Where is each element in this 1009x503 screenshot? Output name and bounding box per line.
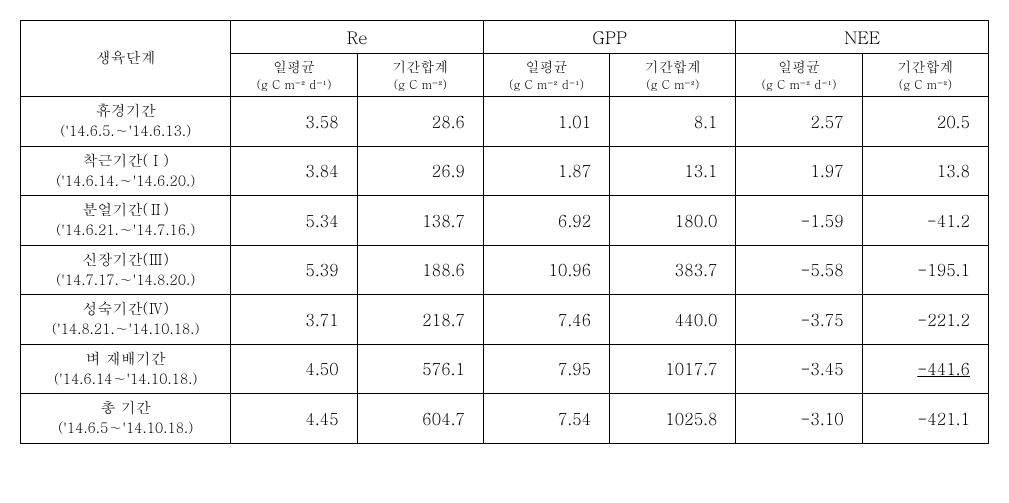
header-re-period: 기간합계 (g C m⁻²) — [357, 54, 483, 97]
re-period-cell: 28.6 — [357, 97, 483, 147]
sub-daily-label: 일평균 — [273, 56, 315, 76]
re-daily-cell: 4.45 — [231, 394, 357, 444]
header-stage: 생육단계 — [21, 21, 231, 97]
nee-daily-cell: -1.59 — [736, 196, 862, 246]
nee-period-cell: -41.2 — [862, 196, 988, 246]
stage-cell: 총 기간('14.6.5∼'14.10.18.) — [21, 394, 231, 444]
stage-cell: 착근기간(Ⅰ)('14.6.14.∼'14.6.20.) — [21, 146, 231, 196]
stage-dates: ('14.6.14∼'14.10.18.) — [54, 368, 198, 388]
table-row: 성숙기간(Ⅳ)('14.8.21.∼'14.10.18.)3.71218.77.… — [21, 295, 989, 345]
header-row-1: 생육단계 Re GPP NEE — [21, 21, 989, 54]
nee-period-cell: 13.8 — [862, 146, 988, 196]
gpp-period-cell: 1025.8 — [610, 394, 736, 444]
gpp-daily-cell: 7.46 — [483, 295, 609, 345]
re-period-cell: 138.7 — [357, 196, 483, 246]
table-row: 총 기간('14.6.5∼'14.10.18.)4.45604.77.54102… — [21, 394, 989, 444]
nee-daily-cell: -3.10 — [736, 394, 862, 444]
stage-cell: 휴경기간('14.6.5.∼'14.6.13.) — [21, 97, 231, 147]
stage-name: 휴경기간 — [96, 100, 156, 121]
gpp-daily-cell: 7.54 — [483, 394, 609, 444]
table-row: 착근기간(Ⅰ)('14.6.14.∼'14.6.20.)3.8426.91.87… — [21, 146, 989, 196]
re-period-cell: 576.1 — [357, 344, 483, 394]
sub-period-label: 기간합계 — [392, 56, 448, 76]
table-row: 분얼기간(Ⅱ)('14.6.21.∼'14.7.16.)5.34138.76.9… — [21, 196, 989, 246]
nee-period-cell: -195.1 — [862, 245, 988, 295]
header-group-nee: NEE — [736, 21, 989, 54]
table-row: 벼 재배기간('14.6.14∼'14.10.18.)4.50576.17.95… — [21, 344, 989, 394]
header-nee-daily: 일평균 (g C m⁻² d⁻¹) — [736, 54, 862, 97]
re-daily-cell: 4.50 — [231, 344, 357, 394]
sub-period-unit: (g C m⁻²) — [394, 76, 447, 93]
re-period-cell: 26.9 — [357, 146, 483, 196]
table-row: 신장기간(Ⅲ)('14.7.17.∼'14.8.20.)5.39188.610.… — [21, 245, 989, 295]
nee-daily-cell: -5.58 — [736, 245, 862, 295]
table-row: 휴경기간('14.6.5.∼'14.6.13.)3.5828.61.018.12… — [21, 97, 989, 147]
sub-period-label: 기간합계 — [645, 56, 701, 76]
header-gpp-period: 기간합계 (g C m⁻²) — [610, 54, 736, 97]
stage-name: 성숙기간(Ⅳ) — [83, 298, 169, 319]
sub-daily-unit: (g C m⁻² d⁻¹) — [509, 76, 584, 93]
sub-period-unit: (g C m⁻²) — [899, 76, 952, 93]
re-period-cell: 604.7 — [357, 394, 483, 444]
nee-period-cell: -441.6 — [862, 344, 988, 394]
stage-name: 총 기간 — [101, 397, 151, 418]
gpp-period-cell: 383.7 — [610, 245, 736, 295]
header-gpp-daily: 일평균 (g C m⁻² d⁻¹) — [483, 54, 609, 97]
data-table: 생육단계 Re GPP NEE 일평균 (g C m⁻² d⁻¹) 기간합계 (… — [20, 20, 989, 444]
sub-period-unit: (g C m⁻²) — [646, 76, 699, 93]
re-daily-cell: 3.71 — [231, 295, 357, 345]
stage-dates: ('14.6.5.∼'14.6.13.) — [60, 120, 191, 140]
nee-daily-cell: 1.97 — [736, 146, 862, 196]
table-body: 휴경기간('14.6.5.∼'14.6.13.)3.5828.61.018.12… — [21, 97, 989, 444]
header-re-daily: 일평균 (g C m⁻² d⁻¹) — [231, 54, 357, 97]
stage-dates: ('14.6.21.∼'14.7.16.) — [56, 219, 195, 239]
header-nee-period: 기간합계 (g C m⁻²) — [862, 54, 988, 97]
stage-cell: 분얼기간(Ⅱ)('14.6.21.∼'14.7.16.) — [21, 196, 231, 246]
sub-period-label: 기간합계 — [897, 56, 953, 76]
gpp-period-cell: 440.0 — [610, 295, 736, 345]
nee-daily-cell: -3.45 — [736, 344, 862, 394]
underlined-value: -441.6 — [917, 357, 970, 380]
nee-daily-cell: 2.57 — [736, 97, 862, 147]
re-daily-cell: 3.84 — [231, 146, 357, 196]
sub-daily-unit: (g C m⁻² d⁻¹) — [762, 76, 837, 93]
gpp-period-cell: 180.0 — [610, 196, 736, 246]
nee-period-cell: -421.1 — [862, 394, 988, 444]
gpp-period-cell: 13.1 — [610, 146, 736, 196]
sub-daily-label: 일평균 — [526, 56, 568, 76]
stage-name: 벼 재배기간 — [86, 348, 166, 369]
re-daily-cell: 3.58 — [231, 97, 357, 147]
gpp-period-cell: 1017.7 — [610, 344, 736, 394]
stage-dates: ('14.7.17.∼'14.8.20.) — [56, 269, 195, 289]
gpp-daily-cell: 10.96 — [483, 245, 609, 295]
nee-period-cell: 20.5 — [862, 97, 988, 147]
nee-daily-cell: -3.75 — [736, 295, 862, 345]
stage-cell: 벼 재배기간('14.6.14∼'14.10.18.) — [21, 344, 231, 394]
gpp-daily-cell: 1.87 — [483, 146, 609, 196]
nee-period-cell: -221.2 — [862, 295, 988, 345]
stage-cell: 신장기간(Ⅲ)('14.7.17.∼'14.8.20.) — [21, 245, 231, 295]
re-period-cell: 218.7 — [357, 295, 483, 345]
gpp-daily-cell: 1.01 — [483, 97, 609, 147]
stage-name: 착근기간(Ⅰ) — [83, 150, 169, 171]
re-period-cell: 188.6 — [357, 245, 483, 295]
stage-dates: ('14.6.14.∼'14.6.20.) — [56, 170, 195, 190]
re-daily-cell: 5.34 — [231, 196, 357, 246]
stage-cell: 성숙기간(Ⅳ)('14.8.21.∼'14.10.18.) — [21, 295, 231, 345]
stage-name: 신장기간(Ⅲ) — [83, 249, 169, 270]
re-daily-cell: 5.39 — [231, 245, 357, 295]
gpp-daily-cell: 6.92 — [483, 196, 609, 246]
sub-daily-label: 일평균 — [778, 56, 820, 76]
gpp-period-cell: 8.1 — [610, 97, 736, 147]
stage-dates: ('14.6.5∼'14.10.18.) — [58, 417, 193, 437]
sub-daily-unit: (g C m⁻² d⁻¹) — [257, 76, 332, 93]
header-group-gpp: GPP — [483, 21, 736, 54]
stage-dates: ('14.8.21.∼'14.10.18.) — [52, 318, 200, 338]
stage-name: 분얼기간(Ⅱ) — [83, 199, 169, 220]
gpp-daily-cell: 7.95 — [483, 344, 609, 394]
header-group-re: Re — [231, 21, 484, 54]
